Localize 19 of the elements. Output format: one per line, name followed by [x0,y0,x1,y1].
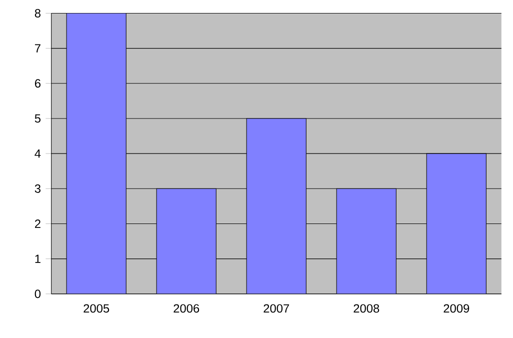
y-tick-label: 6 [34,79,40,88]
y-tick-label: 7 [34,44,40,53]
x-tick-label: 2008 [354,304,380,313]
bar [246,118,306,294]
y-tick-label: 1 [35,254,40,264]
bar [156,188,216,294]
y-tick-label: 0 [34,290,41,298]
x-tick-label: 2009 [444,304,470,313]
bar [336,188,396,294]
y-tick-label: 4 [34,150,41,158]
bar [426,154,486,294]
x-tick-label: 2006 [174,304,200,313]
bar [66,13,126,294]
y-tick-label: 3 [34,184,40,194]
y-tick-label: 8 [34,9,40,18]
y-tick-label: 2 [34,220,40,228]
x-tick-label: 2007 [264,304,290,313]
x-tick-label: 2005 [84,304,110,313]
y-tick-label: 5 [34,114,41,123]
